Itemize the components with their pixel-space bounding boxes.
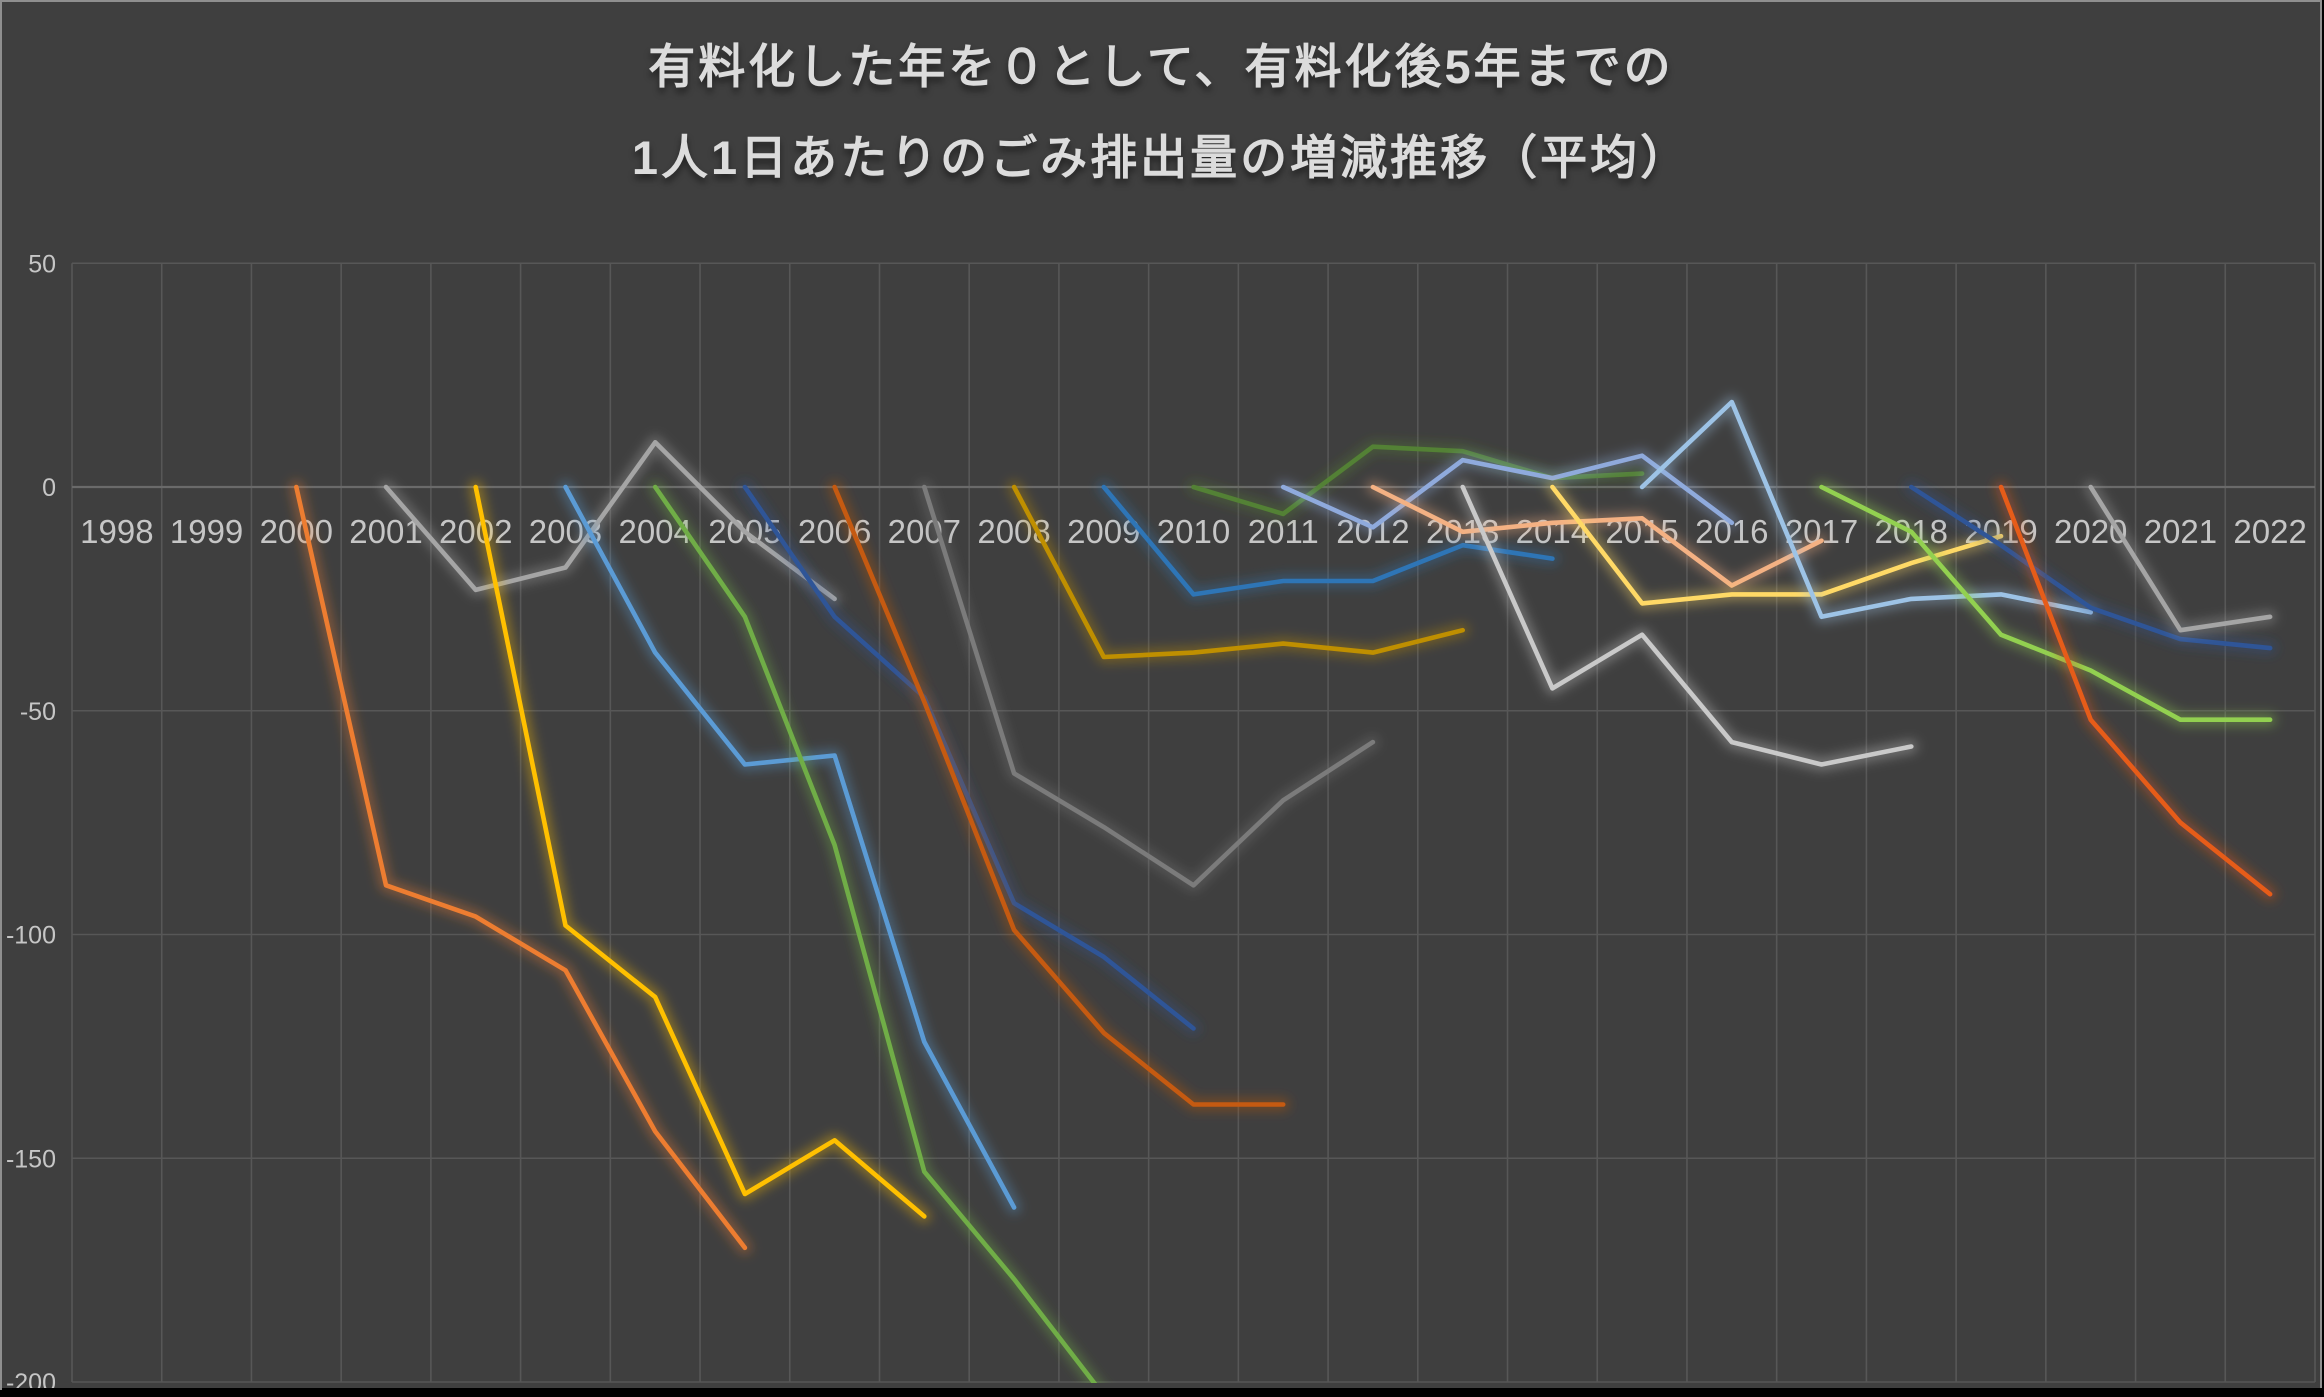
series-layer [289,395,2277,1383]
series-2019-line [1998,484,2273,897]
y-tick--200: -200 [6,1369,56,1390]
series-2006-line [832,484,1286,1107]
y-tick--100: -100 [6,922,56,950]
x-tick-2021: 2021 [2144,513,2217,550]
x-tick-2007: 2007 [888,513,961,550]
series-2001-line [383,439,837,602]
series-2018-line [1909,484,2273,651]
series-2020-line [2088,484,2273,633]
series-2003-line [563,484,1017,1210]
y-tick-0: 0 [42,474,56,502]
series-2015-line [1639,399,2093,620]
chart-title-line-2: 1人1日あたりのごみ排出量の増減推移（平均） [631,131,1691,184]
slide-bottom-edge [2,1388,2324,1397]
series-2017-line [1819,484,2273,723]
series-2009-line [1101,484,1555,597]
series-2007-line [921,484,1376,888]
x-tick-1999: 1999 [170,513,243,550]
x-tick-2000: 2000 [260,513,333,550]
x-tick-2010: 2010 [1157,513,1230,550]
y-tick--150: -150 [6,1145,56,1173]
chart-title: 有料化した年を０として、有料化後5年までの 1人1日あたりのごみ排出量の増減推移… [2,28,2320,210]
series-2012-line [1370,484,1824,588]
series-2020-glow [2084,480,2277,637]
y-tick-50: 50 [28,250,56,278]
grid-layer [71,262,2316,1383]
x-tick-1998: 1998 [80,513,153,550]
series-2013-line [1460,484,1914,767]
x-tick-2022: 2022 [2233,513,2306,550]
y-tick--50: -50 [20,698,56,726]
series-2000-line [293,484,748,1251]
chart-title-line-1: 有料化した年を０として、有料化後5年までの [648,40,1674,93]
series-2008-line [1011,484,1465,660]
series-2002-line [473,484,927,1219]
series-2004-line [652,484,1098,1383]
